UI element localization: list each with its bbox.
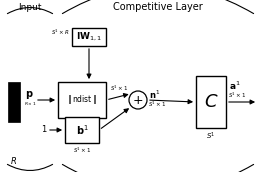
Text: $S^1 \times 1$: $S^1 \times 1$ bbox=[73, 145, 91, 155]
Text: $S^1 \times R$: $S^1 \times R$ bbox=[52, 27, 70, 37]
Text: $S^1 \times 1$: $S^1 \times 1$ bbox=[228, 90, 246, 100]
Text: 1: 1 bbox=[41, 126, 46, 135]
Bar bbox=[65, 117, 99, 143]
Text: $\mathbf{IW}_{1,1}$: $\mathbf{IW}_{1,1}$ bbox=[76, 31, 102, 43]
Text: C: C bbox=[205, 93, 217, 111]
Text: $\mathbf{b}^1$: $\mathbf{b}^1$ bbox=[76, 123, 88, 137]
Text: +: + bbox=[133, 94, 143, 107]
Text: $_{R \times 1}$: $_{R \times 1}$ bbox=[24, 100, 37, 108]
Text: $\mathbf{n}^1$: $\mathbf{n}^1$ bbox=[149, 89, 160, 101]
Text: $R$: $R$ bbox=[10, 154, 18, 165]
Text: $\mathbf{p}$: $\mathbf{p}$ bbox=[25, 89, 34, 101]
Bar bbox=[72, 28, 106, 46]
Text: $S^1 \times 1$: $S^1 \times 1$ bbox=[148, 99, 166, 109]
Bar bbox=[58, 82, 106, 118]
Text: $\|\,\mathrm{ndist}\,\|$: $\|\,\mathrm{ndist}\,\|$ bbox=[67, 94, 97, 106]
Bar bbox=[196, 76, 226, 128]
Text: Input: Input bbox=[18, 3, 42, 13]
Text: $S^1 \times 1$: $S^1 \times 1$ bbox=[110, 83, 128, 93]
Bar bbox=[8, 82, 20, 122]
Text: $\mathbf{a}^1$: $\mathbf{a}^1$ bbox=[229, 80, 241, 92]
Text: $S^1$: $S^1$ bbox=[206, 130, 216, 142]
Text: Competitive Layer: Competitive Layer bbox=[113, 2, 203, 12]
